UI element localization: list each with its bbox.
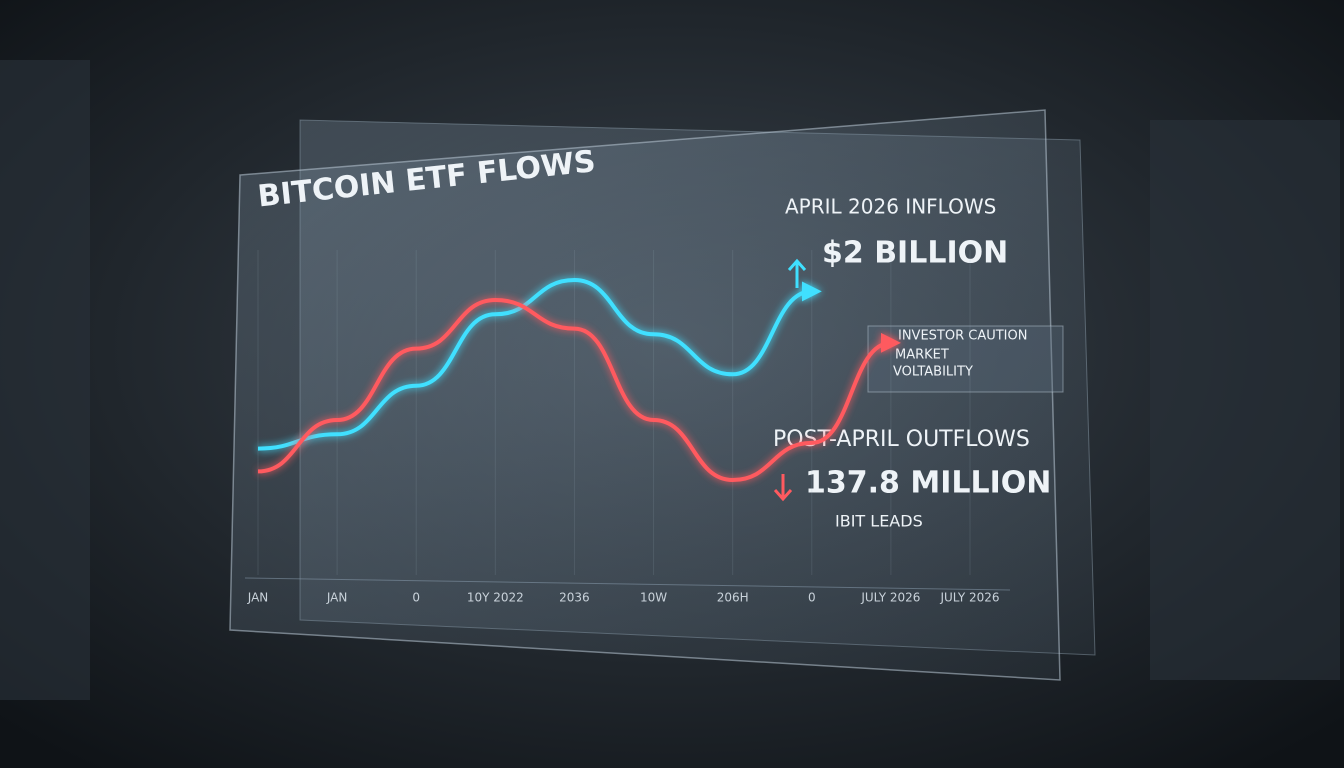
- series-line: [257, 277, 822, 451]
- down-arrow: [773, 474, 793, 502]
- annotation: IBIT LEADS: [835, 512, 923, 531]
- x-tick-label: JULY 2026: [939, 591, 999, 605]
- x-axis: [244, 577, 1011, 591]
- annotation: $2 BILLION: [822, 236, 1008, 271]
- annotation: APRIL 2026 INFLOWS: [785, 195, 996, 219]
- glass-panel: [229, 109, 1061, 681]
- bg-screen: [0, 60, 90, 700]
- up-arrow: [787, 258, 807, 288]
- x-tick-label: 10W: [640, 591, 667, 605]
- series-line: [257, 297, 901, 483]
- x-tick-label: 2036: [559, 591, 590, 605]
- x-tick-label: JULY 2026: [860, 591, 920, 605]
- x-tick-label: 206H: [717, 591, 749, 605]
- x-tick-label: JAN: [326, 591, 348, 605]
- annotation: POST-APRIL OUTFLOWS: [773, 427, 1030, 452]
- x-tick-label: 0: [412, 591, 420, 605]
- x-tick-label: JAN: [247, 591, 269, 605]
- annotation: MARKET: [895, 348, 949, 363]
- x-tick-label: 0: [808, 591, 816, 605]
- annotation: INVESTOR CAUTION: [898, 329, 1027, 344]
- annotation: 137.8 MILLION: [805, 466, 1051, 501]
- annotation: VOLTABILITY: [893, 365, 973, 380]
- x-tick-label: 10Y 2022: [467, 591, 524, 605]
- bg-screen: [1150, 120, 1340, 680]
